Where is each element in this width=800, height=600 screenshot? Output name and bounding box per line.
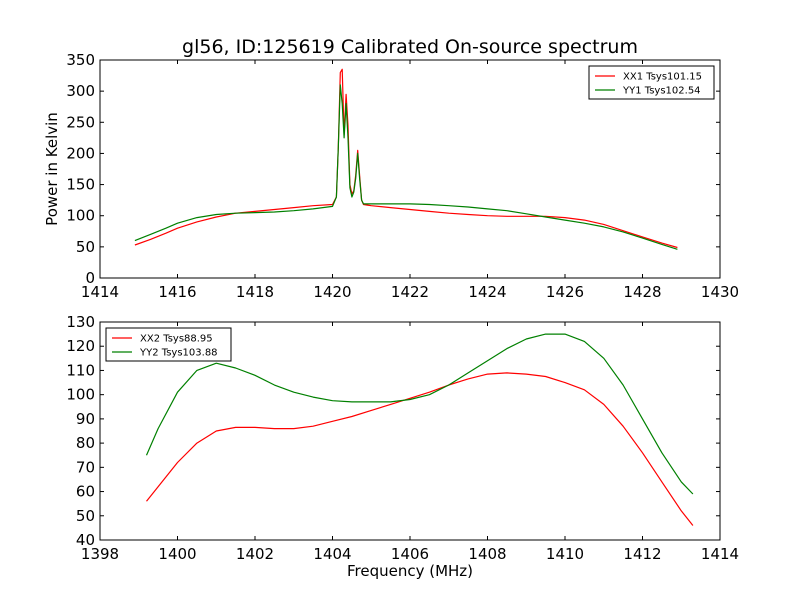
x-tick-label: 1426 [546,283,584,301]
x-tick-label: 1422 [391,283,429,301]
x-tick-label: 1412 [623,545,661,563]
y-tick-label: 150 [66,176,95,194]
x-tick-label: 1398 [81,545,119,563]
y-tick-label: 110 [66,361,95,379]
legend-box [105,327,232,362]
x-tick-label: 1406 [391,545,429,563]
x-tick-label: 1408 [468,545,506,563]
x-tick-label: 1414 [701,545,739,563]
y-tick-label: 350 [66,51,95,69]
y-tick-label: 100 [66,386,95,404]
y-tick-label: 50 [76,507,95,525]
legend-label: YY2 Tsys103.88 [139,348,218,359]
y-tick-label: 200 [66,144,95,162]
x-tick-label: 1410 [546,545,584,563]
x-tick-label: 1402 [236,545,274,563]
legend: XX1 Tsys101.15 YY1 Tsys102.54 [588,65,715,100]
x-tick-label: 1414 [81,283,119,301]
y-tick-label: 120 [66,337,95,355]
chart-panel-2: 1398 1400 1402 1404 1406 1408 1410 1412 1414 40 50… [66,313,739,580]
series-line-2 [134,84,678,250]
y-tick-label: 90 [76,410,95,428]
x-tick-label: 1430 [701,283,739,301]
y-tick-label: 300 [66,82,95,100]
y-tick-label: 250 [66,113,95,131]
legend: XX2 Tsys88.95 YY2 Tsys103.88 [105,327,232,362]
chart-panels: 1414 1416 1418 1420 1422 1424 1426 1428 14300501… [43,51,739,580]
y-tick-label: 50 [76,238,95,256]
y-tick-label: 100 [66,207,95,225]
x-tick-label: 1404 [313,545,351,563]
y-tick-label: 70 [76,458,95,476]
legend-label: YY1 Tsys102.54 [622,86,701,97]
y-tick-label: 40 [76,531,95,549]
y-tick-label: 0 [85,269,95,287]
legend-label: XX2 Tsys88.95 [140,334,213,345]
chart-title: gl56, ID:125619 Calibrated On-source spe… [182,36,638,58]
y-tick-label: 60 [76,483,95,501]
x-tick-label: 1416 [158,283,196,301]
y-axis-label: Power in Kelvin [43,112,61,226]
x-tick-label: 1428 [623,283,661,301]
y-tick-label: 130 [66,313,95,331]
series-line-2 [145,333,694,495]
x-axis-label: Frequency (MHz) [347,562,473,580]
x-tick-label: 1418 [236,283,274,301]
x-tick-label: 1420 [313,283,351,301]
x-tick-label: 1424 [468,283,506,301]
y-tick-label: 80 [76,434,95,452]
x-tick-label: 1400 [158,545,196,563]
chart-panel-1: 1414 1416 1418 1420 1422 1424 1426 1428 1430 0 50 1… [43,51,739,301]
legend-label: XX1 Tsys101.15 [623,72,702,83]
legend-box [588,65,715,100]
series-line-1 [146,372,694,526]
